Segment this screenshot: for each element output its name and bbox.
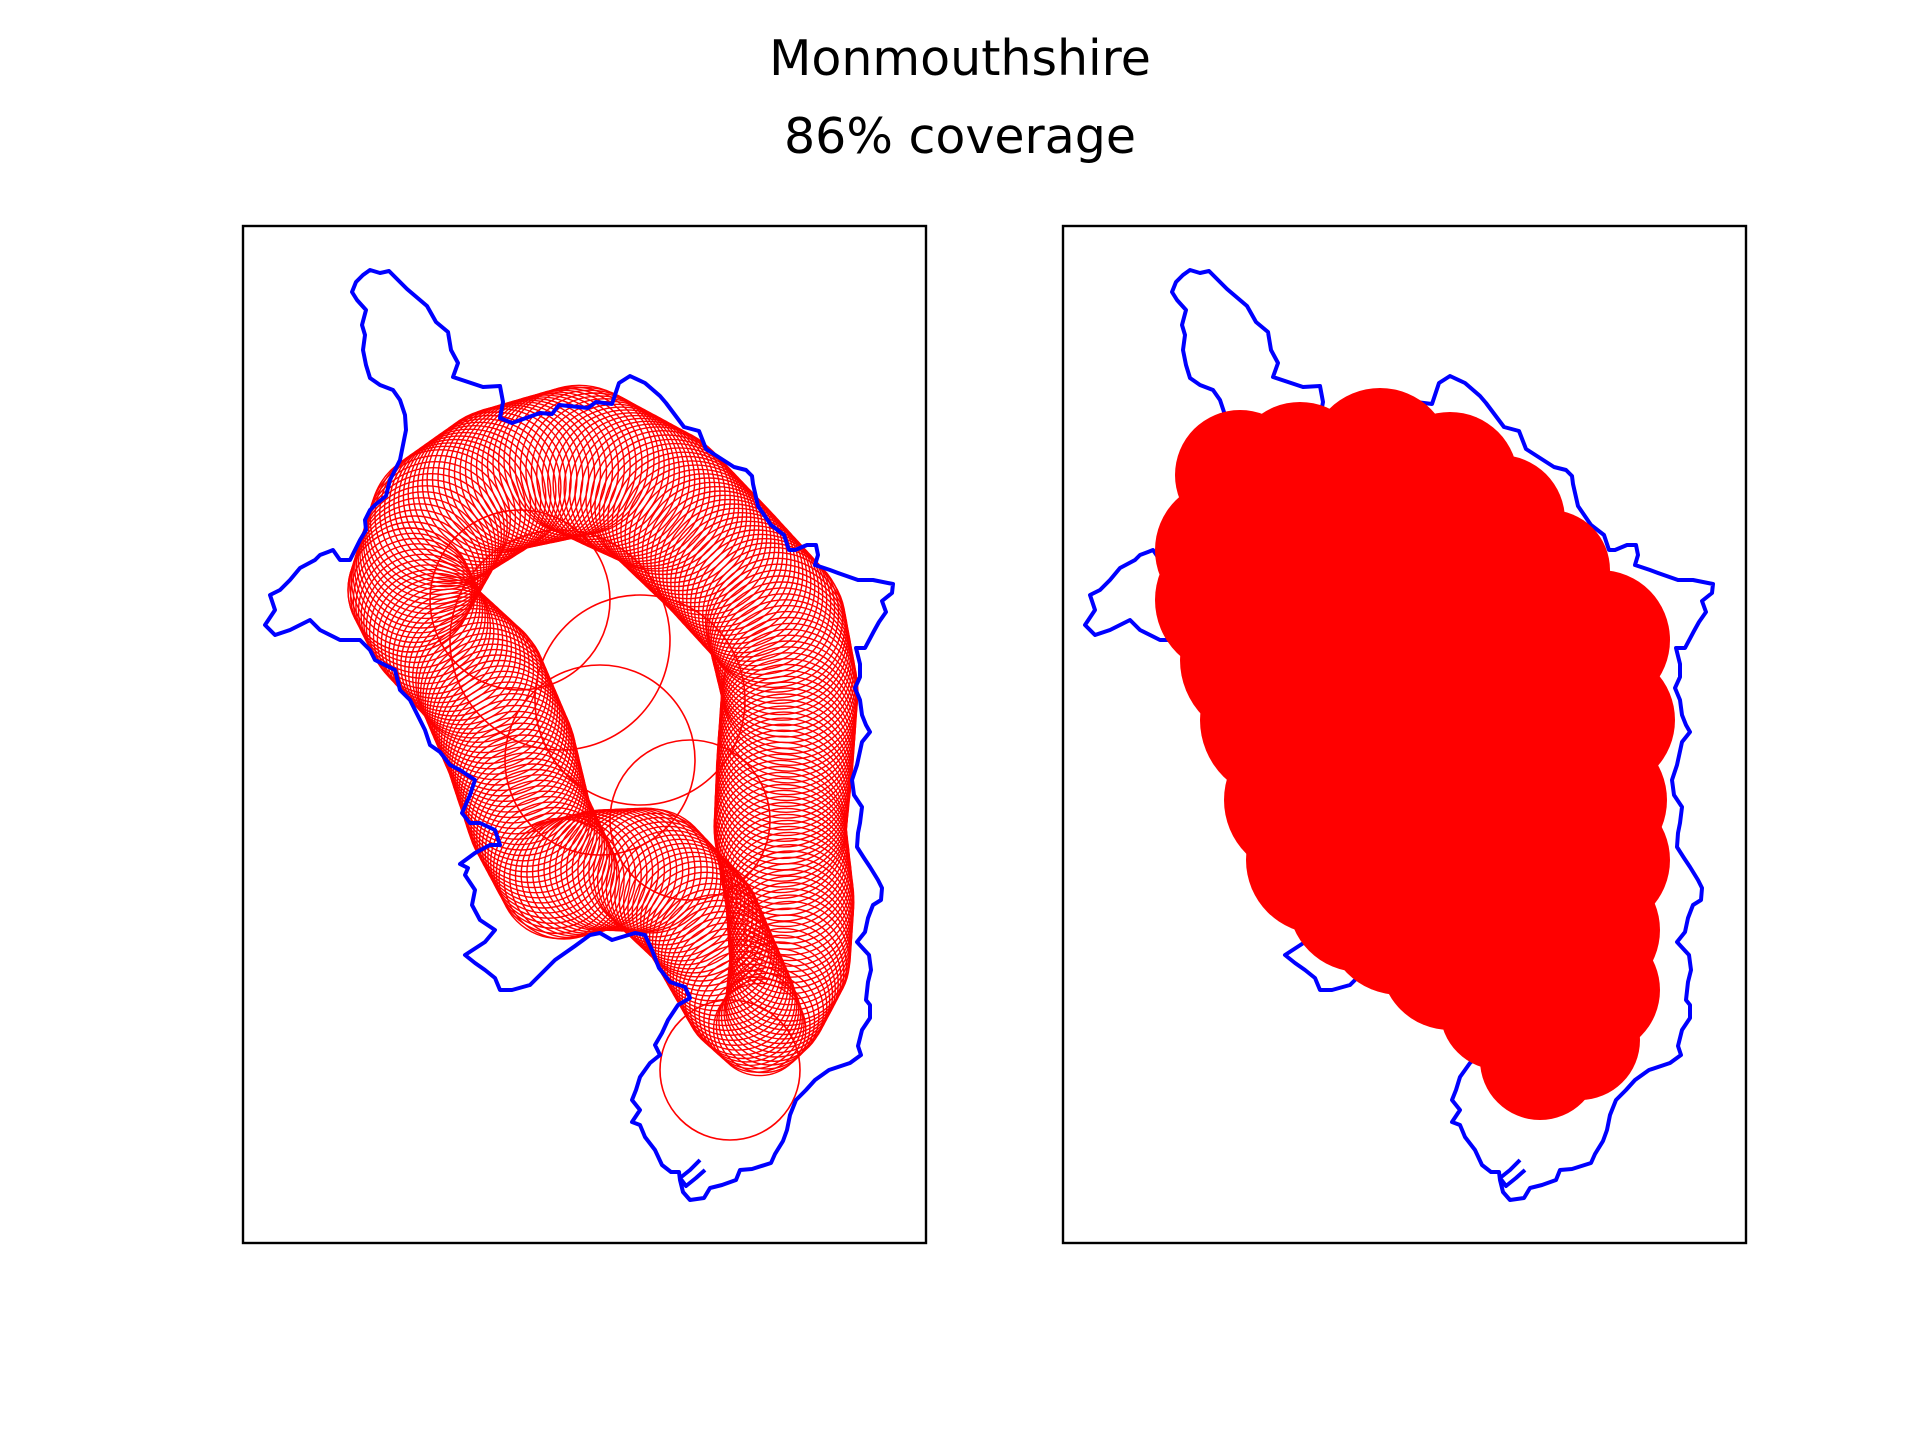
coverage-circle: [481, 391, 631, 541]
coverage-fill-disc: [1460, 800, 1620, 960]
coverage-circle: [489, 801, 613, 925]
county-boundary: [263, 268, 895, 1202]
coverage-circle: [478, 779, 603, 904]
coverage-circle: [693, 538, 836, 680]
coverage-circle: [384, 584, 513, 713]
coverage-circle: [678, 933, 792, 1046]
coverage-circle: [601, 821, 726, 946]
right-map-panel: [1083, 268, 1715, 1202]
coverage-circle: [473, 768, 598, 894]
coverage-circle: [367, 454, 508, 596]
coverage-circle: [404, 604, 535, 735]
left-panel-frame: [241, 224, 928, 1245]
coverage-circle: [498, 817, 621, 940]
coverage-circle: [663, 905, 780, 1022]
coverage-circle: [445, 686, 577, 819]
coverage-circle: [402, 425, 547, 569]
coverage-circle: [627, 847, 750, 970]
coverage-circle: [349, 532, 476, 658]
coverage-circle: [422, 632, 554, 765]
coverage-circle: [659, 999, 801, 1141]
coverage-circle: [614, 834, 738, 958]
county-boundary: [1083, 268, 1715, 1202]
coverage-circle-outlines: [347, 384, 859, 1141]
coverage-circle: [534, 594, 746, 806]
coverage-circle: [672, 922, 787, 1037]
coverage-circle: [355, 497, 488, 629]
figure-subtitle: 86% coverage: [784, 108, 1136, 165]
coverage-circle: [615, 455, 760, 600]
coverage-circle: [504, 664, 696, 856]
coverage-circle: [609, 829, 734, 954]
coverage-circle: [355, 543, 481, 669]
coverage-circle: [681, 938, 794, 1051]
coverage-circle: [609, 739, 771, 901]
coverage-circle: [368, 568, 495, 695]
figure-title: Monmouthshire: [769, 30, 1151, 87]
coverage-circle: [376, 576, 504, 704]
coverage-circle: [470, 394, 620, 544]
coverage-circle: [438, 670, 570, 802]
left-map-panel: [263, 268, 895, 1202]
coverage-circle: [436, 665, 568, 797]
coverage-circle: [363, 558, 489, 685]
figure-title-block: Monmouthshire 86% coverage: [0, 20, 1920, 176]
coverage-circle: [514, 389, 665, 541]
coverage-circle: [686, 529, 828, 671]
coverage-circle: [690, 533, 832, 676]
coverage-circle: [365, 564, 492, 690]
coverage-circle: [620, 460, 764, 604]
coverage-circle: [449, 529, 671, 751]
coverage-circle: [357, 548, 484, 674]
coverage-circle: [650, 490, 792, 632]
coverage-circle: [440, 676, 573, 808]
coverage-circle: [347, 527, 473, 653]
coverage-circle: [392, 592, 522, 722]
coverage-circle: [352, 537, 478, 664]
coverage-circle: [628, 468, 772, 612]
coverage-circle: [678, 520, 820, 662]
coverage-circle: [637, 477, 780, 620]
coverage-circle: [708, 976, 805, 1073]
coverage-circle: [592, 812, 718, 938]
coverage-circle: [447, 693, 578, 824]
coverage-circle: [658, 498, 800, 641]
coverage-circle: [429, 509, 611, 691]
coverage-circle: [380, 580, 508, 708]
coverage-circle: [372, 572, 500, 700]
coverage-circle: [396, 596, 526, 726]
coverage-circle: [624, 464, 768, 608]
coverage-filled-area: [1155, 388, 1675, 1120]
coverage-circle: [503, 384, 655, 536]
coverage-circle: [718, 795, 851, 928]
coverage-circle: [720, 966, 820, 1066]
coverage-circle: [633, 473, 776, 616]
coverage-circle: [703, 969, 803, 1070]
coverage-circle: [519, 392, 670, 543]
coverage-circle: [379, 442, 522, 585]
coverage-circle: [475, 392, 626, 543]
coverage-fill-disc: [1240, 520, 1420, 700]
right-panel-frame: [1061, 224, 1748, 1245]
coverage-circle: [579, 423, 726, 570]
coverage-circle: [360, 553, 486, 679]
coverage-circle: [525, 395, 675, 546]
coverage-circle: [412, 418, 557, 563]
coverage-fill-disc: [1455, 675, 1625, 845]
coverage-circle: [361, 479, 497, 615]
